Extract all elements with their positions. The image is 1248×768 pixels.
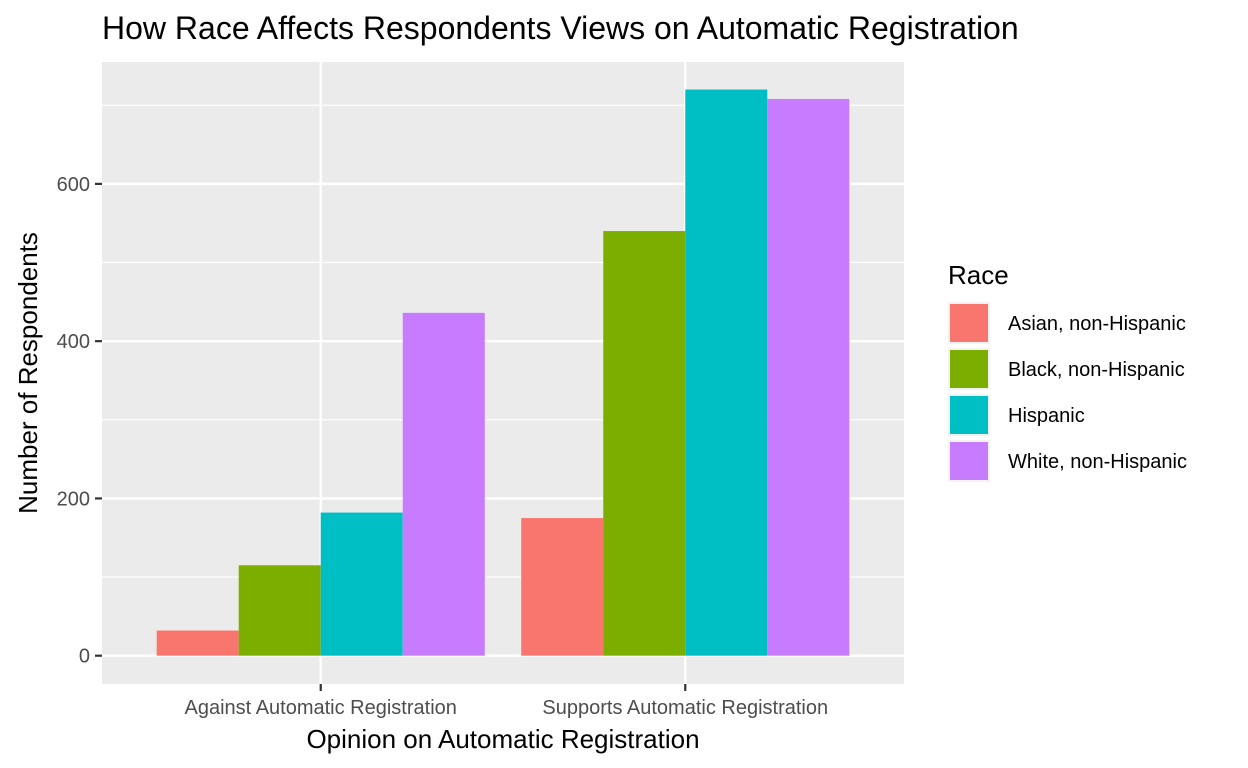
- x-tick-label: Against Automatic Registration: [185, 697, 457, 719]
- legend-label: Hispanic: [1008, 405, 1085, 427]
- legend-swatch: [950, 396, 988, 434]
- y-axis: 0 200 400 600: [57, 174, 102, 668]
- legend-label: Asian, non-Hispanic: [1008, 313, 1186, 335]
- legend-label: Black, non-Hispanic: [1008, 359, 1185, 381]
- bar: [767, 98, 850, 656]
- bar: [402, 312, 485, 656]
- x-axis: Against Automatic Registration Supports A…: [185, 684, 828, 719]
- y-axis-title: Number of Respondents: [13, 232, 43, 514]
- legend-swatch: [950, 442, 988, 480]
- x-tick-label: Supports Automatic Registration: [542, 697, 828, 719]
- bar: [238, 565, 321, 656]
- bar: [156, 630, 239, 656]
- bar: [685, 89, 768, 656]
- bar: [521, 518, 604, 656]
- legend-title: Race: [948, 260, 1009, 290]
- y-tick-label: 0: [79, 646, 90, 668]
- y-tick-label: 600: [57, 174, 90, 196]
- legend-items: Asian, non-Hispanic Black, non-Hispanic Hi…: [948, 302, 1187, 482]
- bar: [320, 512, 403, 656]
- y-tick-label: 400: [57, 331, 90, 353]
- legend-swatch: [950, 304, 988, 342]
- bar: [603, 231, 686, 656]
- y-tick-label: 200: [57, 488, 90, 510]
- legend: Race Asian, non-Hispanic Black, non-Hispa…: [948, 260, 1187, 482]
- chart-title: How Race Affects Respondents Views on Au…: [102, 10, 1019, 46]
- legend-label: White, non-Hispanic: [1008, 451, 1187, 473]
- x-axis-title: Opinion on Automatic Registration: [306, 724, 699, 754]
- legend-swatch: [950, 350, 988, 388]
- bars: [156, 89, 850, 656]
